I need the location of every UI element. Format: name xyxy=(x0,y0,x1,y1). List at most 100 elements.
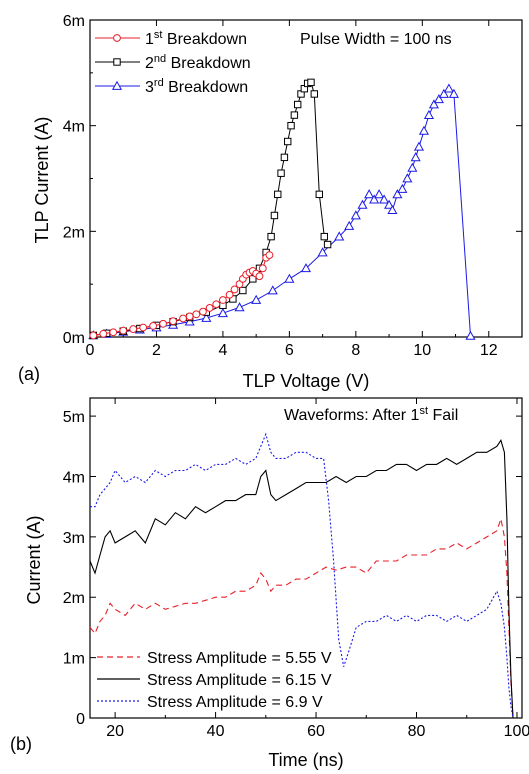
data-point-a-3 xyxy=(418,125,430,135)
data-point-a-2 xyxy=(277,169,285,177)
data-point-a-2 xyxy=(310,90,319,98)
data-point-a-1 xyxy=(199,307,207,316)
annotation-b: Waveforms: After 1st Fail xyxy=(284,405,458,424)
data-point-a-3 xyxy=(357,199,368,209)
data-point-a-1 xyxy=(185,312,194,321)
x-tick-label-b: 20 xyxy=(106,723,124,740)
data-point-a-2 xyxy=(280,153,289,162)
series-line-a-3 xyxy=(93,87,471,336)
data-point-a-1 xyxy=(99,329,108,338)
data-point-a-3 xyxy=(217,307,228,318)
legend-label: 2nd Breakdown xyxy=(145,53,251,72)
x-tick-label-a: 6 xyxy=(285,342,294,359)
data-point-a-3 xyxy=(201,312,212,322)
data-point-a-3 xyxy=(369,194,380,204)
y-tick-label-a: 4m xyxy=(63,119,85,136)
data-point-a-1 xyxy=(258,264,267,273)
legend-marker xyxy=(111,80,123,90)
data-point-a-3 xyxy=(384,199,395,209)
data-point-a-1 xyxy=(192,310,201,319)
annotation-a: Pulse Width = 100 ns xyxy=(300,31,452,48)
legend-label: Stress Amplitude = 6.9 V xyxy=(147,694,323,711)
x-axis-label-a: TLP Voltage (V) xyxy=(243,371,370,391)
data-point-a-3 xyxy=(428,99,439,109)
series-a-1 xyxy=(89,251,274,340)
data-point-a-1 xyxy=(149,322,158,330)
legend-b: Stress Amplitude = 5.55 V Stress Amplitud… xyxy=(97,650,332,711)
x-tick-label-a: 0 xyxy=(86,342,95,359)
y-axis-label-b: Current (A) xyxy=(24,515,44,604)
data-point-a-2 xyxy=(239,286,247,295)
data-point-a-3 xyxy=(413,141,425,151)
data-point-a-2 xyxy=(290,111,299,119)
legend-marker xyxy=(113,34,121,42)
series-a-3 xyxy=(88,83,476,340)
legend-a: 1st Breakdown 2nd Breakdown 3rd Breakdown xyxy=(95,29,251,96)
data-point-a-3 xyxy=(251,294,262,304)
data-point-a-3 xyxy=(379,194,390,204)
data-point-a-3 xyxy=(438,88,449,98)
data-point-a-3 xyxy=(300,263,312,273)
data-point-a-3 xyxy=(234,302,245,312)
series-line-b-3 xyxy=(90,432,514,719)
data-point-a-3 xyxy=(387,204,398,215)
data-point-a-1 xyxy=(230,285,239,294)
data-point-a-1 xyxy=(119,326,128,335)
y-tick-label-b: 0 xyxy=(76,711,85,728)
series-line-b-2 xyxy=(89,439,514,719)
plot-frame-b xyxy=(89,397,523,719)
series-layer-a xyxy=(88,78,476,340)
series-layer-b xyxy=(89,432,514,719)
data-point-a-2 xyxy=(287,121,295,130)
x-axis-label-b: Time (ns) xyxy=(268,750,343,770)
y-tick-label-a: 0m xyxy=(63,330,85,347)
data-point-a-2 xyxy=(323,240,332,249)
x-tick-label-a: 12 xyxy=(480,342,498,359)
data-point-a-3 xyxy=(448,88,459,98)
y-tick-label-b: 2m xyxy=(63,590,85,607)
series-a-2 xyxy=(89,78,332,340)
data-point-a-1 xyxy=(265,251,274,260)
plot-frame-a xyxy=(89,19,523,338)
x-tick-label-a: 8 xyxy=(351,342,360,359)
legend-item-a-3: 3rd Breakdown xyxy=(95,77,248,96)
data-point-a-3 xyxy=(392,189,403,199)
annotation-b-sup: st xyxy=(419,405,428,417)
data-point-a-3 xyxy=(350,210,361,220)
panel-label-b: (b) xyxy=(10,734,32,754)
data-point-a-3 xyxy=(407,162,418,172)
panel-label-a: (a) xyxy=(18,364,40,384)
data-point-a-2 xyxy=(267,232,275,241)
data-point-a-1 xyxy=(255,272,264,281)
y-tick-label-b: 4m xyxy=(63,469,85,486)
x-tick-label-b: 40 xyxy=(207,723,225,740)
data-point-a-3 xyxy=(402,173,413,183)
x-tick-label-a: 10 xyxy=(413,342,431,359)
legend-label: 3rd Breakdown xyxy=(145,77,248,96)
legend-label: 1st Breakdown xyxy=(145,29,247,48)
x-tick-label-a: 2 xyxy=(152,342,161,359)
data-point-a-2 xyxy=(315,190,323,199)
data-point-a-1 xyxy=(159,319,168,328)
data-point-a-2 xyxy=(320,232,328,241)
data-point-a-3 xyxy=(374,189,385,199)
y-tick-label-a: 6m xyxy=(63,13,85,30)
data-point-a-3 xyxy=(284,273,295,283)
data-point-a-3 xyxy=(443,83,454,93)
data-point-a-3 xyxy=(465,330,476,340)
legend-label: Stress Amplitude = 5.55 V xyxy=(147,650,332,667)
annotation-b-rest: Fail xyxy=(428,407,458,424)
x-tick-label-b: 100 xyxy=(504,723,529,740)
data-point-a-1 xyxy=(139,323,148,332)
y-tick-label-b: 3m xyxy=(63,530,85,547)
panel-a: 0 2 4 6 8 10 12 0m 2m 4m 6m TLP Voltage (V) TLP Cu… xyxy=(18,13,523,391)
data-point-a-1 xyxy=(179,314,187,323)
data-point-a-1 xyxy=(109,328,118,337)
data-point-a-1 xyxy=(205,304,214,312)
legend-item-b-2: Stress Amplitude = 6.15 V xyxy=(97,672,332,689)
y-tick-label-b: 5m xyxy=(63,409,85,426)
data-point-a-2 xyxy=(270,211,279,220)
data-point-a-3 xyxy=(184,316,195,326)
data-point-a-2 xyxy=(249,275,257,283)
